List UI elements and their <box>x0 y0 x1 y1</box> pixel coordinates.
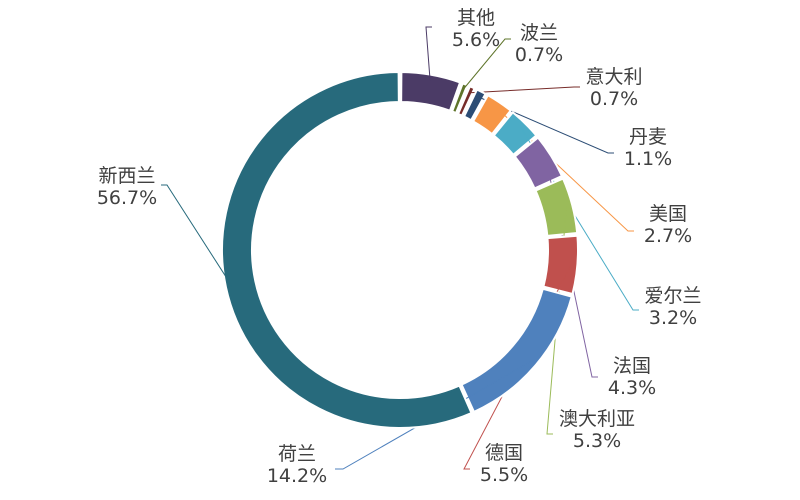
slice-7-value-label: 4.3% <box>608 377 656 399</box>
slice-6-value-label: 3.2% <box>649 307 697 329</box>
slice-8 <box>534 177 579 237</box>
slice-6-label: 爱尔兰 <box>644 285 701 307</box>
slice-4-value-label: 1.1% <box>624 148 672 170</box>
slice-11-value-label: 56.7% <box>97 187 157 209</box>
slice-5 <box>471 93 513 136</box>
slice-1-leader-line <box>425 26 432 81</box>
slice-1-label: 其他 <box>457 7 495 29</box>
slice-2 <box>450 82 469 115</box>
slice-8-value-label: 5.3% <box>573 430 621 452</box>
slice-5-value-label: 2.7% <box>644 225 692 247</box>
slice-10-value-label: 14.2% <box>267 465 327 487</box>
slice-4-label: 丹麦 <box>629 126 667 148</box>
slice-8-label: 澳大利亚 <box>559 408 635 430</box>
slice-3-leader-line <box>469 86 580 94</box>
slice-7-label: 法国 <box>613 355 651 377</box>
slice-3-label: 意大利 <box>585 66 642 88</box>
slice-9-value-label: 5.5% <box>480 464 528 486</box>
slice-1 <box>400 70 462 112</box>
slice-4-leader-line <box>478 96 614 154</box>
slice-2-leader-line <box>462 38 511 91</box>
slice-5-label: 美国 <box>649 203 687 225</box>
slice-2-value-label: 0.7% <box>515 44 563 66</box>
slice-11-label: 新西兰 <box>98 165 155 187</box>
slice-2-label: 波兰 <box>520 22 558 44</box>
slice-1-value-label: 5.6% <box>452 29 500 51</box>
slice-7 <box>513 136 564 190</box>
slice-6 <box>492 110 538 157</box>
slice-10 <box>460 287 573 414</box>
slice-10-leader-line <box>335 360 532 470</box>
slice-10-label: 荷兰 <box>278 443 316 465</box>
slice-9-label: 德国 <box>485 442 523 464</box>
slice-11-leader-line <box>161 184 233 287</box>
slice-3 <box>456 84 476 117</box>
slice-3-value-label: 0.7% <box>590 88 638 110</box>
slice-11 <box>221 70 473 429</box>
